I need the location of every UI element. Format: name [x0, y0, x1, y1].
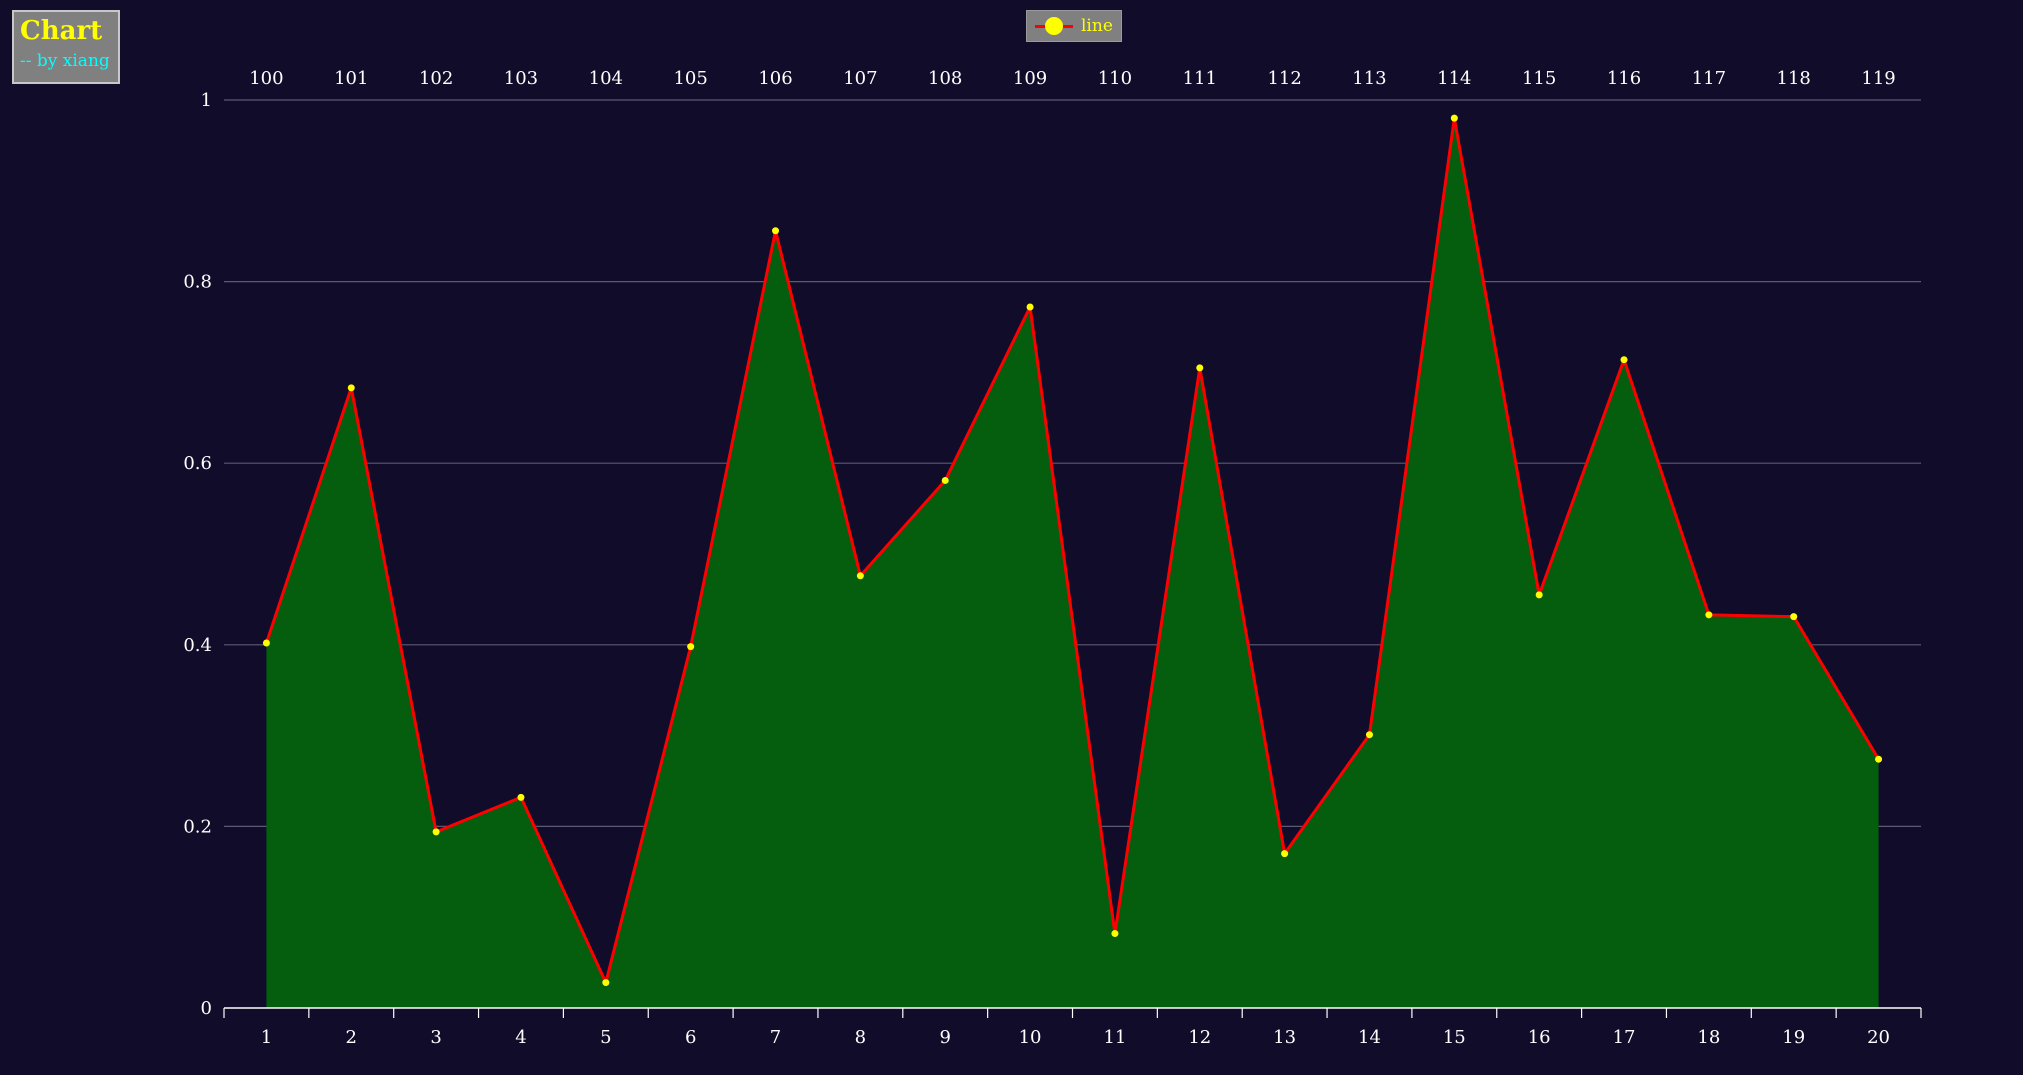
data-point[interactable]: [772, 227, 780, 235]
x-tick-label: 14: [1358, 1027, 1381, 1048]
data-point[interactable]: [1026, 303, 1034, 311]
data-point[interactable]: [1111, 930, 1119, 938]
top-x-tick-label: 115: [1522, 68, 1556, 89]
x-tick-label: 15: [1443, 1027, 1466, 1048]
x-tick-label: 10: [1019, 1027, 1042, 1048]
data-point[interactable]: [347, 384, 355, 392]
legend-label: line: [1081, 16, 1113, 36]
top-x-tick-label: 112: [1267, 68, 1301, 89]
x-tick-label: 1: [261, 1027, 272, 1048]
x-tick-label: 4: [515, 1027, 526, 1048]
data-point[interactable]: [1620, 356, 1628, 364]
data-points: [262, 114, 1883, 987]
top-x-tick-label: 119: [1861, 68, 1895, 89]
x-tick-label: 13: [1273, 1027, 1296, 1048]
x-tick-label: 16: [1528, 1027, 1551, 1048]
x-tick-label: 20: [1867, 1027, 1890, 1048]
y-tick-label: 0.6: [183, 453, 212, 474]
data-point[interactable]: [517, 793, 525, 801]
axes: [223, 1007, 1922, 1018]
x-tick-label: 7: [770, 1027, 781, 1048]
x-tick-label: 11: [1103, 1027, 1126, 1048]
top-x-tick-label: 109: [1013, 68, 1047, 89]
data-point[interactable]: [1790, 613, 1798, 621]
y-tick-label: 0: [201, 998, 212, 1019]
x-tick-label: 2: [346, 1027, 357, 1048]
data-point[interactable]: [602, 979, 610, 987]
top-x-tick-label: 107: [843, 68, 877, 89]
chart-subtitle: -- by xiang: [20, 51, 110, 71]
series-line: [265, 116, 1880, 985]
top-x-tick-label: 116: [1607, 68, 1641, 89]
top-x-tick-label: 114: [1437, 68, 1471, 89]
x-tick-label: 5: [600, 1027, 611, 1048]
data-point[interactable]: [1196, 364, 1204, 372]
legend-line-marker-icon: [1035, 16, 1073, 36]
top-x-tick-label: 110: [1098, 68, 1132, 89]
x-tick-label: 12: [1188, 1027, 1211, 1048]
y-tick-label: 0.4: [183, 635, 212, 656]
top-x-tick-label: 102: [419, 68, 453, 89]
top-x-tick-label: 113: [1352, 68, 1386, 89]
area-fill: [266, 118, 1879, 1008]
top-x-tick-label: 104: [589, 68, 623, 89]
legend[interactable]: line: [1026, 10, 1122, 42]
data-point[interactable]: [262, 639, 270, 647]
data-point[interactable]: [1450, 114, 1458, 122]
top-x-tick-label: 100: [249, 68, 283, 89]
data-point[interactable]: [1535, 591, 1543, 599]
data-point[interactable]: [1705, 611, 1713, 619]
data-point[interactable]: [1875, 755, 1883, 763]
area-fill-shape: [266, 118, 1879, 1008]
x-tick-label: 3: [430, 1027, 441, 1048]
data-point[interactable]: [1365, 731, 1373, 739]
top-x-tick-label: 106: [758, 68, 792, 89]
x-tick-label: 9: [939, 1027, 950, 1048]
y-tick-label: 0.8: [183, 272, 212, 293]
chart-title: Chart: [20, 16, 103, 46]
data-point[interactable]: [941, 476, 949, 484]
x-tick-label: 17: [1613, 1027, 1636, 1048]
x-tick-label: 19: [1782, 1027, 1805, 1048]
data-point[interactable]: [687, 643, 695, 651]
top-x-tick-label: 103: [504, 68, 538, 89]
y-tick-label: 1: [201, 90, 212, 111]
data-point[interactable]: [432, 828, 440, 836]
tick-labels: 00.20.40.60.811 2 3 4 5 6 7 8 9 10 11 12 13 14 15 16 17 1…: [183, 68, 1895, 1048]
x-tick-label: 6: [685, 1027, 696, 1048]
series-line-path: [265, 116, 1880, 985]
x-tick-label: 8: [855, 1027, 866, 1048]
title-box: Chart -- by xiang: [12, 10, 120, 84]
top-x-tick-label: 101: [334, 68, 368, 89]
top-x-tick-label: 105: [673, 68, 707, 89]
data-point[interactable]: [856, 572, 864, 580]
y-tick-label: 0.2: [183, 816, 212, 837]
x-tick-label: 18: [1697, 1027, 1720, 1048]
top-x-tick-label: 108: [928, 68, 962, 89]
top-x-tick-label: 118: [1777, 68, 1811, 89]
top-x-tick-label: 111: [1183, 68, 1217, 89]
data-point[interactable]: [1281, 850, 1289, 858]
top-x-tick-label: 117: [1692, 68, 1726, 89]
